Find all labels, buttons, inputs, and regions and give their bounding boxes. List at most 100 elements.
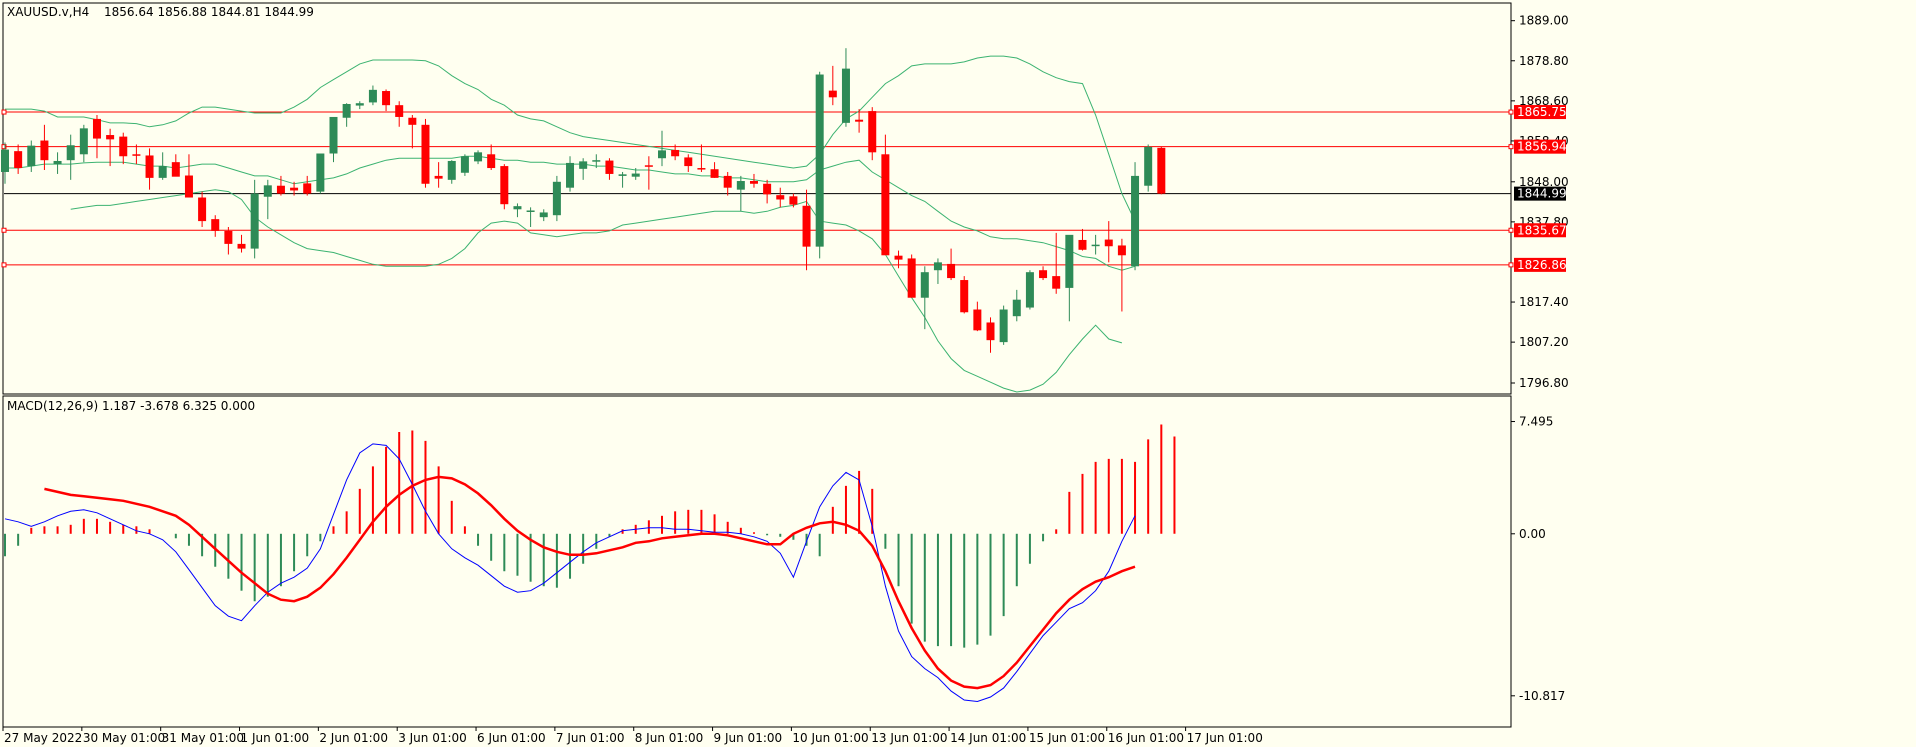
macd-axis-tick-label: 7.495 [1519, 415, 1553, 429]
candle-body [605, 160, 614, 174]
candle-body [14, 151, 23, 169]
candle-body [592, 160, 601, 162]
macd-line [4, 443, 1136, 703]
candle-body [1, 149, 9, 172]
candle-body [303, 183, 312, 194]
candle-body [618, 174, 627, 176]
candle-body [395, 105, 404, 117]
level-price-tag [1514, 105, 1566, 120]
candle-body [27, 145, 36, 167]
price-pane [1, 48, 1514, 393]
candle-body [1065, 234, 1074, 288]
candle-body [53, 160, 62, 165]
candle-body [460, 156, 469, 173]
price-axis-tick-label: 1807.20 [1519, 335, 1569, 349]
time-axis-tick-label: 7 Jun 01:00 [556, 731, 625, 745]
candle-body [145, 155, 154, 178]
current-price-tag [1514, 186, 1566, 201]
candle-body [263, 185, 272, 197]
candle-body [631, 173, 640, 177]
candle-body [132, 154, 141, 156]
candle-body [106, 135, 115, 140]
level-handle-left [1, 109, 7, 115]
candle-body [1144, 146, 1153, 186]
time-axis-tick-label: 15 Jun 01:00 [1029, 731, 1105, 745]
signal-line [44, 475, 1136, 690]
candle-body [158, 166, 167, 178]
candle-body [723, 175, 732, 188]
level-handle-right [1508, 109, 1514, 115]
price-axis-tick-label: 1796.80 [1519, 376, 1569, 390]
price-axis-tick-label: 1878.80 [1519, 54, 1569, 68]
candle-body [487, 154, 496, 169]
level-handle-right [1508, 144, 1514, 150]
candle-body [671, 149, 680, 157]
candle-body [684, 157, 693, 167]
candle-body [1012, 299, 1021, 317]
candle-body [579, 161, 588, 169]
time-axis-tick-label: 8 Jun 01:00 [635, 731, 704, 745]
price-axis-tick-label: 1889.00 [1519, 14, 1569, 28]
candle-body [434, 175, 443, 179]
candle-body [920, 272, 929, 298]
candle-body [697, 168, 706, 170]
candle-body [92, 118, 101, 139]
candle-body [447, 160, 456, 180]
candle-body [237, 243, 246, 249]
candle-body [710, 169, 719, 178]
candle-body [947, 263, 956, 279]
candle-body [868, 111, 877, 153]
candle-body [802, 205, 811, 247]
level-price-label: 1865.75 [1517, 105, 1567, 119]
price-axis-tick-label: 1848.00 [1519, 175, 1569, 189]
candle-body [408, 117, 417, 125]
candle-body [184, 175, 193, 198]
candle-body [815, 74, 824, 247]
symbol-label: XAUUSD.v,H4 [7, 5, 89, 19]
candle-body [1091, 244, 1100, 247]
candle-body [342, 103, 351, 118]
candle-body [198, 197, 207, 222]
candle-body [763, 183, 772, 195]
time-axis-tick-label: 14 Jun 01:00 [950, 731, 1026, 745]
time-axis-tick-label: 2 Jun 01:00 [319, 731, 388, 745]
time-axis-tick-label: 3 Jun 01:00 [398, 731, 467, 745]
level-price-label: 1856.94 [1517, 140, 1567, 154]
level-price-tag [1514, 257, 1566, 272]
candle-body [316, 153, 325, 192]
candle-body [644, 165, 653, 167]
candle-body [66, 145, 75, 161]
candle-body [1131, 175, 1140, 267]
candle-body [1078, 239, 1087, 250]
ohlc-label: 1856.64 1856.88 1844.81 1844.99 [104, 5, 314, 19]
candle-body [382, 91, 391, 106]
axis-labels: 1889.001878.801868.601858.401848.001837.… [2, 14, 1569, 745]
candle-body [789, 196, 798, 205]
candle-body [736, 181, 745, 190]
candle-body [841, 68, 850, 123]
candle-body [1052, 276, 1061, 289]
candle-body [250, 193, 259, 249]
time-axis-tick-label: 10 Jun 01:00 [792, 731, 868, 745]
candle-body [355, 103, 364, 106]
time-axis-tick-label: 27 May 2022 [4, 731, 82, 745]
level-price-tag [1514, 223, 1566, 238]
candle-body [368, 89, 377, 103]
candle-body [1039, 270, 1048, 279]
time-axis-tick-label: 16 Jun 01:00 [1108, 731, 1184, 745]
level-price-tag [1514, 139, 1566, 154]
bollinger-lower-line [70, 189, 1123, 393]
candle-body [658, 150, 666, 159]
candle-body [894, 255, 903, 260]
level-handle-left [1, 262, 7, 268]
candle-body [329, 116, 338, 154]
time-axis-tick-label: 13 Jun 01:00 [871, 731, 947, 745]
candle-body [973, 309, 982, 331]
macd-axis-tick-label: 0.00 [1519, 527, 1546, 541]
candle-body [907, 258, 916, 298]
candle-body [79, 128, 88, 155]
bollinger-upper-line [5, 55, 1136, 222]
macd-pane [4, 424, 1176, 703]
